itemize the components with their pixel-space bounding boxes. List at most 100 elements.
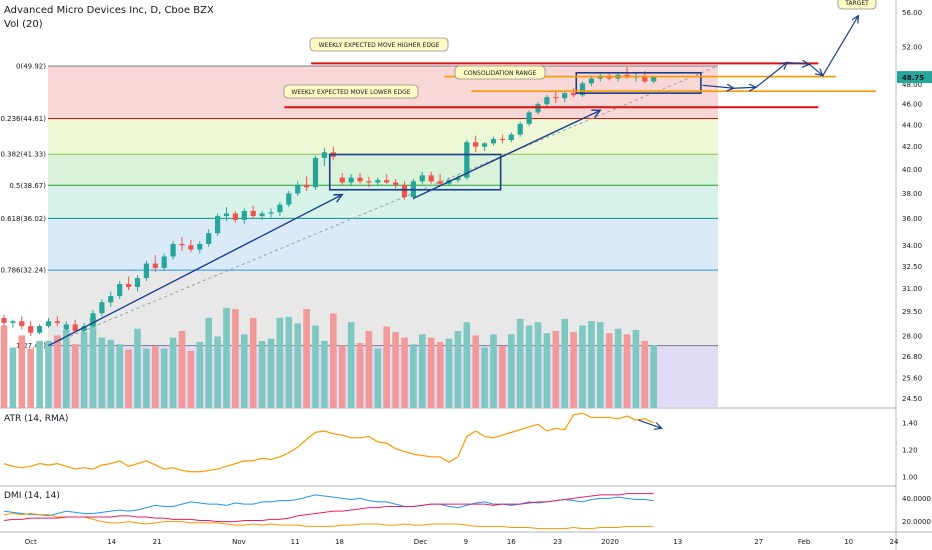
price-axis[interactable]: 56.00 52.00 48.00 46.00 44.00 42.00 40.00 38.00… (897, 9, 932, 526)
volume-bar (401, 337, 408, 408)
time-tick-label: Nov (232, 538, 246, 546)
volume-bar (392, 332, 399, 408)
candlestick-series (1, 67, 657, 337)
callout-higher-edge-box (309, 37, 449, 52)
time-tick-label: 13 (673, 538, 682, 546)
atr-tick-label: 1.00 (902, 474, 918, 482)
candle (117, 283, 123, 297)
candle (197, 243, 203, 250)
price-tick-label: 42.00 (902, 143, 922, 151)
volume-bar (196, 342, 204, 408)
drawing-overlays[interactable]: WEEKLY EXPECTED MOVE HIGHER EDGE WEEKLY E… (48, 0, 877, 347)
time-tick-label: 23 (553, 538, 562, 546)
candle (1, 318, 7, 323)
candle (482, 143, 488, 147)
candle (161, 256, 167, 268)
time-tick-label: 18 (335, 538, 344, 546)
volume-bar (98, 337, 106, 408)
candle (170, 243, 176, 257)
atr-pane[interactable] (3, 412, 662, 473)
candle (321, 152, 327, 158)
volume-bar (89, 317, 97, 408)
time-tick-label: Oct (25, 538, 37, 546)
volume-bar (570, 332, 577, 408)
candle (277, 204, 283, 213)
candle (28, 326, 34, 333)
volume-bar (490, 334, 497, 408)
volume-bar (107, 339, 115, 408)
price-tick-label: 38.00 (902, 190, 922, 198)
candle (428, 175, 434, 182)
price-tick-label: 36.00 (902, 215, 922, 223)
atr-label[interactable]: ATR (14, RMA) (4, 414, 69, 424)
volume-bar (499, 346, 506, 408)
volume-bar (160, 348, 168, 408)
volume-bar (410, 344, 417, 408)
volume-bar (365, 331, 373, 408)
price-tick-label: 46.00 (902, 101, 922, 109)
adx-line (3, 493, 654, 523)
candle (268, 212, 274, 214)
last-price-badge (897, 71, 932, 84)
volume-bar (63, 329, 70, 408)
volume-bar (54, 335, 61, 408)
candle (108, 296, 114, 303)
volume-bar (427, 337, 435, 408)
volume-bar (125, 349, 132, 408)
candle (455, 177, 461, 181)
callout-higher-edge: WEEKLY EXPECTED MOVE HIGHER EDGE (309, 37, 449, 52)
price-tick-label: 48.00 (902, 81, 922, 89)
volume-bar (232, 309, 239, 408)
atr-tick-label: 1.20 (902, 447, 918, 455)
price-tick-label: 52.00 (902, 43, 922, 51)
fib-trend-dashed (47, 65, 719, 347)
projected-path-segment (822, 16, 859, 76)
fib-band (48, 218, 718, 271)
projected-path-segment (809, 63, 822, 75)
price-tick-label: 26.80 (902, 353, 922, 361)
volume-bar (543, 333, 551, 408)
volume-bar (605, 333, 613, 408)
time-tick-label: 24 (890, 538, 899, 546)
fib-band (48, 118, 718, 155)
volume-bar (249, 317, 257, 408)
trend-arrow-2 (413, 110, 600, 199)
price-tick-label: 34.00 (902, 242, 922, 250)
symbol-title[interactable]: Advanced Micro Devices Inc, D, Cboe BZX (4, 5, 214, 16)
candle (437, 181, 443, 184)
candle (223, 213, 230, 217)
fib-level-label: 1(27.43) (16, 342, 46, 350)
time-tick-label: 21 (153, 538, 162, 546)
candle (651, 77, 657, 82)
candle (206, 233, 212, 244)
dmi-label[interactable]: DMI (14, 14) (4, 491, 60, 501)
volume-bar (383, 326, 390, 408)
volume-bar (597, 322, 604, 408)
candle (490, 138, 497, 144)
fib-band (48, 154, 718, 186)
projected-path-segment (787, 62, 809, 64)
candle (304, 184, 310, 188)
candle (401, 184, 408, 198)
volume-bar (579, 325, 586, 408)
volume-bar (9, 347, 17, 408)
candle (508, 134, 514, 141)
volume-bar (36, 340, 43, 408)
volume-bar (276, 317, 284, 408)
callout-consolidation: CONSOLIDATION RANGE (454, 65, 546, 80)
candle (375, 180, 381, 183)
volume-bar (650, 345, 657, 408)
volume-bar (71, 344, 79, 408)
candle (312, 157, 319, 188)
candle (286, 193, 292, 205)
candle (348, 177, 354, 183)
dmi-plus-line (3, 494, 654, 517)
candle (366, 181, 372, 183)
dmi-pane[interactable] (3, 493, 654, 530)
volume-label[interactable]: Vol (20) (4, 19, 43, 30)
candle (588, 78, 594, 84)
price-tick-label: 31.00 (902, 285, 922, 293)
time-axis[interactable]: Oct 14 21 Nov 11 18 Dec 9 16 23 2020 13 27 Feb 10 24 (25, 538, 899, 546)
callout-lower-edge-box (283, 84, 419, 99)
